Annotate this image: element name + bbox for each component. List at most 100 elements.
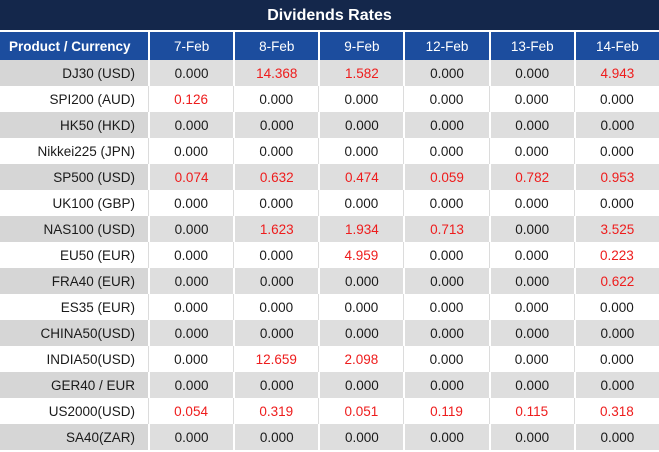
dividend-value-cell: 0.000 <box>488 346 574 372</box>
dividend-value-cell: 0.000 <box>573 320 659 346</box>
date-header-8-feb: 8-Feb <box>233 32 319 60</box>
dividend-value-cell: 0.000 <box>573 294 659 320</box>
table-row: NAS100 (USD) 0.000 1.623 1.934 0.713 0.000 3.5… <box>0 216 659 242</box>
product-cell: NAS100 (USD) <box>0 216 148 242</box>
date-header-9-feb: 9-Feb <box>318 32 404 60</box>
dividend-value-cell: 0.000 <box>403 138 489 164</box>
header-row: Product / Currency 7-Feb 8-Feb 9-Feb 12-Feb… <box>0 32 659 60</box>
product-cell: SP500 (USD) <box>0 164 148 190</box>
dividend-value-cell: 0.000 <box>403 60 489 86</box>
dividend-value-cell: 0.000 <box>318 86 404 112</box>
dividend-value-cell: 0.115 <box>488 398 574 424</box>
dividend-value-cell: 0.000 <box>233 320 319 346</box>
dividend-value-cell: 0.000 <box>148 242 234 268</box>
dividends-table: Product / Currency 7-Feb 8-Feb 9-Feb 12-Feb… <box>0 32 659 450</box>
table-row: ES35 (EUR) 0.000 0.000 0.000 0.000 0.000 0.000 <box>0 294 659 320</box>
dividend-value-cell: 0.000 <box>403 242 489 268</box>
table-row: US2000(USD) 0.054 0.319 0.051 0.119 0.115 0.31… <box>0 398 659 424</box>
dividend-value-cell: 0.000 <box>318 190 404 216</box>
table-row: HK50 (HKD) 0.000 0.000 0.000 0.000 0.000 0.000 <box>0 112 659 138</box>
dividend-value-cell: 0.319 <box>233 398 319 424</box>
dividend-value-cell: 0.000 <box>488 268 574 294</box>
product-cell: HK50 (HKD) <box>0 112 148 138</box>
dividend-value-cell: 0.000 <box>488 242 574 268</box>
date-header-12-feb: 12-Feb <box>403 32 489 60</box>
product-cell: UK100 (GBP) <box>0 190 148 216</box>
dividend-value-cell: 0.000 <box>403 86 489 112</box>
dividend-value-cell: 0.000 <box>488 216 574 242</box>
dividend-value-cell: 0.632 <box>233 164 319 190</box>
dividend-value-cell: 0.000 <box>573 86 659 112</box>
dividend-value-cell: 14.368 <box>233 60 319 86</box>
dividend-value-cell: 0.000 <box>318 294 404 320</box>
dividend-value-cell: 0.318 <box>573 398 659 424</box>
dividend-value-cell: 0.000 <box>148 138 234 164</box>
dividend-value-cell: 0.000 <box>148 268 234 294</box>
dividend-value-cell: 0.000 <box>233 424 319 450</box>
table-body: DJ30 (USD) 0.000 14.368 1.582 0.000 0.000 4.94… <box>0 60 659 450</box>
dividend-value-cell: 0.000 <box>318 112 404 138</box>
dividend-value-cell: 0.000 <box>573 346 659 372</box>
dividend-value-cell: 0.713 <box>403 216 489 242</box>
dividend-value-cell: 2.098 <box>318 346 404 372</box>
dividend-value-cell: 0.000 <box>488 60 574 86</box>
dividend-value-cell: 1.623 <box>233 216 319 242</box>
dividend-value-cell: 0.000 <box>403 346 489 372</box>
dividend-value-cell: 0.000 <box>233 86 319 112</box>
dividend-value-cell: 0.000 <box>233 190 319 216</box>
dividend-value-cell: 12.659 <box>233 346 319 372</box>
dividend-value-cell: 0.000 <box>573 112 659 138</box>
date-header-13-feb: 13-Feb <box>488 32 574 60</box>
dividend-value-cell: 0.000 <box>148 190 234 216</box>
dividend-value-cell: 0.782 <box>488 164 574 190</box>
date-header-14-feb: 14-Feb <box>573 32 659 60</box>
dividend-value-cell: 0.054 <box>148 398 234 424</box>
dividend-value-cell: 0.000 <box>148 346 234 372</box>
dividend-value-cell: 1.934 <box>318 216 404 242</box>
product-currency-header: Product / Currency <box>0 32 148 60</box>
table-row: CHINA50(USD) 0.000 0.000 0.000 0.000 0.000 0.0… <box>0 320 659 346</box>
dividend-value-cell: 0.000 <box>148 216 234 242</box>
dividend-value-cell: 4.959 <box>318 242 404 268</box>
dividend-value-cell: 0.000 <box>233 294 319 320</box>
dividend-value-cell: 0.000 <box>488 372 574 398</box>
date-header-7-feb: 7-Feb <box>148 32 234 60</box>
dividend-value-cell: 0.474 <box>318 164 404 190</box>
dividend-value-cell: 0.000 <box>318 320 404 346</box>
table-row: INDIA50(USD) 0.000 12.659 2.098 0.000 0.000 0.… <box>0 346 659 372</box>
dividend-value-cell: 0.000 <box>233 372 319 398</box>
table-row: Nikkei225 (JPN) 0.000 0.000 0.000 0.000 0.000… <box>0 138 659 164</box>
product-cell: SPI200 (AUD) <box>0 86 148 112</box>
page-title: Dividends Rates <box>0 0 659 32</box>
dividend-value-cell: 0.000 <box>488 320 574 346</box>
dividend-value-cell: 0.000 <box>488 86 574 112</box>
dividend-value-cell: 0.000 <box>318 424 404 450</box>
dividend-value-cell: 0.051 <box>318 398 404 424</box>
dividend-value-cell: 0.000 <box>148 294 234 320</box>
dividend-value-cell: 0.000 <box>403 268 489 294</box>
product-cell: INDIA50(USD) <box>0 346 148 372</box>
table-row: SP500 (USD) 0.074 0.632 0.474 0.059 0.782 0.95… <box>0 164 659 190</box>
dividend-value-cell: 0.000 <box>233 268 319 294</box>
dividend-value-cell: 0.000 <box>573 372 659 398</box>
dividend-value-cell: 0.074 <box>148 164 234 190</box>
dividend-value-cell: 0.000 <box>488 138 574 164</box>
dividend-value-cell: 0.000 <box>403 424 489 450</box>
product-cell: US2000(USD) <box>0 398 148 424</box>
dividend-value-cell: 0.000 <box>573 424 659 450</box>
dividend-value-cell: 0.000 <box>403 372 489 398</box>
product-cell: Nikkei225 (JPN) <box>0 138 148 164</box>
product-cell: SA40(ZAR) <box>0 424 148 450</box>
product-cell: EU50 (EUR) <box>0 242 148 268</box>
product-cell: CHINA50(USD) <box>0 320 148 346</box>
dividend-value-cell: 0.000 <box>148 112 234 138</box>
dividend-value-cell: 0.000 <box>318 372 404 398</box>
table-row: GER40 / EUR 0.000 0.000 0.000 0.000 0.000 0.00… <box>0 372 659 398</box>
dividend-value-cell: 0.000 <box>318 268 404 294</box>
dividend-value-cell: 3.525 <box>573 216 659 242</box>
dividend-value-cell: 0.000 <box>318 138 404 164</box>
dividend-value-cell: 0.000 <box>488 112 574 138</box>
dividend-value-cell: 0.000 <box>148 372 234 398</box>
dividend-value-cell: 0.000 <box>403 190 489 216</box>
dividend-value-cell: 0.953 <box>573 164 659 190</box>
